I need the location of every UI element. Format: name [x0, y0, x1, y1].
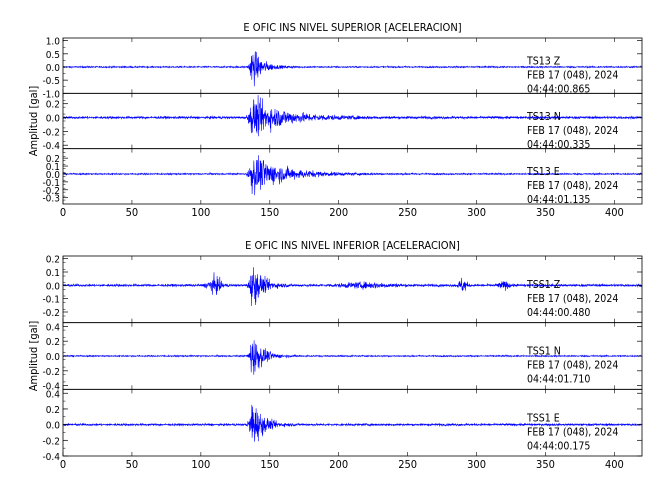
waveform-line [62, 340, 643, 375]
trace-ts13-e: 0.20.10.0-0.1-0.2-0.3 TS13 E FEB 17 (048),… [42, 148, 643, 206]
event-date: FEB 17 (048), 2024 [527, 125, 618, 137]
y-tick-label: -0.4 [42, 141, 60, 152]
y-tick-label: 0.0 [46, 421, 61, 432]
y-tick-label: 0.0 [46, 281, 61, 292]
y-tick-label: 0.0 [46, 114, 61, 125]
y-tick-label: -0.2 [42, 127, 60, 138]
y-tick-label: -0.2 [42, 186, 60, 197]
x-tick-label: 400 [605, 458, 624, 471]
y-tick-label: -0.2 [42, 436, 60, 447]
x-tick-label: 250 [398, 458, 417, 471]
trace-tss1-z: 0.2 0.1 0.0 -0.1 -0.2 TSS1 Z FEB 17 (048), 202… [42, 255, 643, 324]
station-label: TSS1 N [526, 346, 561, 358]
event-time: 04:44:00.335 [527, 139, 590, 151]
x-tick-label: 200 [329, 458, 348, 471]
waveform-line [62, 95, 643, 137]
y-tick-label: 0.0 [46, 170, 61, 181]
waveform-line [62, 267, 643, 306]
y-tick-label: 1.0 [46, 37, 61, 48]
y-tick-label: -0.1 [42, 178, 60, 189]
x-tick-label: 400 [605, 206, 624, 219]
x-tick-label: 350 [536, 458, 555, 471]
trace-tss1-n: 0.4 0.2 0.0 -0.2 -0.4 TSS1 N FEB 17 (048), 202… [42, 322, 643, 393]
y-tick-label: 0.2 [46, 154, 60, 165]
event-time: 04:44:00.480 [527, 307, 590, 319]
y-tick-label: -0.4 [42, 382, 60, 393]
chart-title: E OFIC INS NIVEL INFERIOR [ACELERACION] [245, 239, 460, 252]
trace-frame [62, 388, 643, 457]
event-time: 04:44:01.710 [527, 374, 590, 386]
event-time: 04:44:01.135 [527, 194, 590, 206]
x-tick-label: 150 [260, 206, 279, 219]
event-time: 04:44:00.865 [527, 84, 590, 96]
x-tick-label: 100 [191, 206, 210, 219]
event-date: FEB 17 (048), 2024 [527, 293, 618, 305]
event-date: FEB 17 (048), 2024 [527, 70, 618, 82]
event-date: FEB 17 (048), 2024 [527, 180, 618, 192]
trace-ts13-z: 1.0 0.5 0.0 -0.5 -1.0 TS13 Z FEB 17 (048), 202… [42, 37, 643, 100]
y-tick-label: -0.1 [42, 295, 60, 306]
event-time: 04:44:00.175 [527, 440, 590, 452]
x-tick-label: 0 [60, 458, 66, 471]
y-tick-label: 0.2 [46, 255, 60, 266]
y-tick-label: 0.2 [46, 337, 60, 348]
station-label: TSS1 Z [526, 279, 561, 291]
waveform-line [62, 50, 643, 87]
waveform-line [62, 404, 643, 442]
y-axis-label: Amplitud [gal] [27, 86, 40, 157]
x-tick-label: 50 [126, 458, 139, 471]
y-tick-label: -0.2 [42, 367, 60, 378]
event-date: FEB 17 (048), 2024 [527, 360, 618, 372]
x-tick-label: 100 [191, 458, 210, 471]
x-tick-label: 0 [60, 206, 66, 219]
y-tick-label: -0.3 [42, 194, 60, 205]
station-label: TSS1 E [526, 412, 560, 424]
chart-title: E OFIC INS NIVEL SUPERIOR [ACELERACION] [243, 21, 461, 34]
y-tick-label: 0.4 [46, 322, 61, 333]
y-tick-label: 0.5 [46, 50, 60, 61]
x-tick-label: 200 [329, 206, 348, 219]
x-tick-label: 350 [536, 206, 555, 219]
y-axis-label: Amplitud [gal] [27, 321, 40, 392]
station-label: TS13 N [526, 111, 561, 123]
event-date: FEB 17 (048), 2024 [527, 426, 618, 438]
station-label: TS13 Z [526, 56, 561, 68]
chart-panel-inferior: E OFIC INS NIVEL INFERIOR [ACELERACION] A… [27, 239, 643, 471]
y-tick-label: -0.5 [42, 76, 60, 87]
x-tick-label: 50 [126, 206, 139, 219]
y-tick-label: 0.1 [46, 268, 60, 279]
y-tick-label: -0.4 [42, 452, 60, 463]
chart-panel-superior: E OFIC INS NIVEL SUPERIOR [ACELERACION] A… [27, 21, 643, 219]
station-label: TS13 E [526, 166, 560, 178]
y-tick-label: -0.2 [42, 308, 60, 319]
waveform-line [62, 155, 643, 196]
x-tick-label: 250 [398, 206, 417, 219]
x-tick-label: 300 [467, 206, 486, 219]
y-tick-label: 0.4 [46, 389, 61, 400]
trace-ts13-n: 0.2 0.0 -0.2 -0.4 TS13 N FEB 17 (048), 2024 04… [42, 92, 643, 152]
y-tick-label: 0.1 [46, 162, 60, 173]
y-tick-label: -1.0 [42, 89, 60, 100]
trace-tss1-e: 0.4 0.2 0.0 -0.2 -0.4 TSS1 E FEB 17 (048), 202… [42, 388, 643, 463]
y-tick-label: 0.0 [46, 352, 61, 363]
x-tick-label: 150 [260, 458, 279, 471]
y-tick-label: 0.2 [46, 100, 60, 111]
x-tick-label: 300 [467, 458, 486, 471]
y-tick-label: 0.0 [46, 63, 61, 74]
y-tick-label: 0.2 [46, 405, 60, 416]
